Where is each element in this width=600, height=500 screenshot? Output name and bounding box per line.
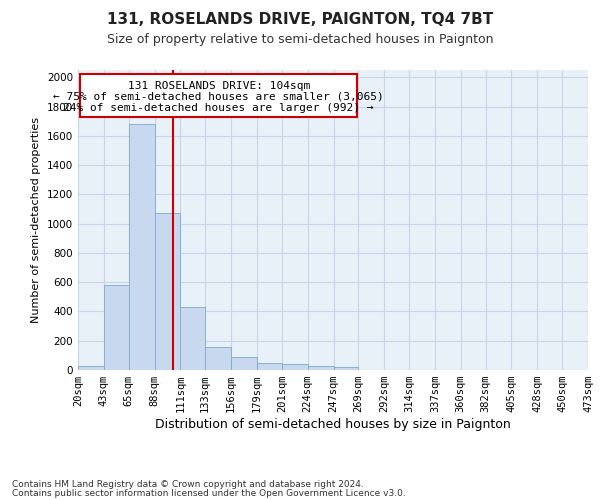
Bar (205, 346, 231, 370)
Text: 131, ROSELANDS DRIVE, PAIGNTON, TQ4 7BT: 131, ROSELANDS DRIVE, PAIGNTON, TQ4 7BT (107, 12, 493, 28)
Bar (155, 214, 181, 370)
Bar (104, 285, 128, 370)
FancyBboxPatch shape (80, 74, 357, 117)
Text: Size of property relative to semi-detached houses in Paignton: Size of property relative to semi-detach… (107, 32, 493, 46)
Y-axis label: Number of semi-detached properties: Number of semi-detached properties (31, 117, 41, 323)
Bar (128, 124, 155, 370)
Bar (257, 364, 282, 370)
Text: Contains HM Land Registry data © Crown copyright and database right 2024.: Contains HM Land Registry data © Crown c… (12, 480, 364, 489)
Text: 131 ROSELANDS DRIVE: 104sqm: 131 ROSELANDS DRIVE: 104sqm (128, 81, 310, 91)
Text: ← 75% of semi-detached houses are smaller (3,065): ← 75% of semi-detached houses are smalle… (53, 92, 384, 102)
Bar (334, 367, 358, 370)
Bar (308, 366, 334, 370)
X-axis label: Distribution of semi-detached houses by size in Paignton: Distribution of semi-detached houses by … (155, 418, 511, 431)
Text: Contains public sector information licensed under the Open Government Licence v3: Contains public sector information licen… (12, 489, 406, 498)
Text: 24% of semi-detached houses are larger (992) →: 24% of semi-detached houses are larger (… (64, 103, 374, 113)
Bar (181, 307, 205, 370)
Bar (78, 366, 104, 370)
Bar (231, 357, 257, 370)
Bar (282, 364, 308, 370)
